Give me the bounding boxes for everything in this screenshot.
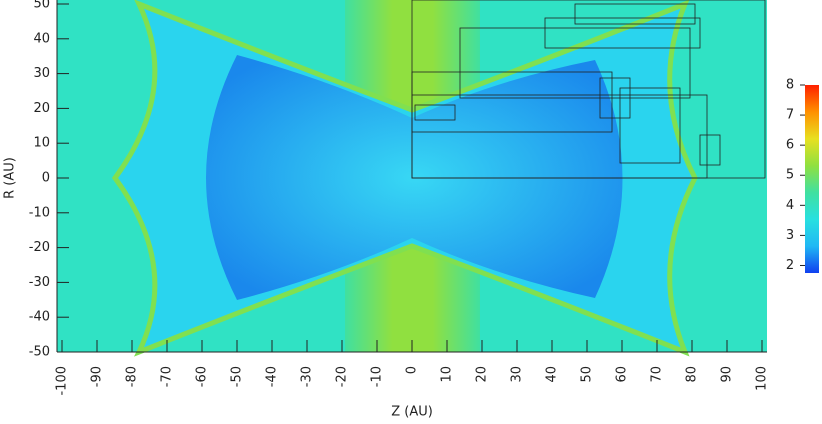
x-tick-label: -90 (90, 366, 105, 387)
x-tick-label: 0 (405, 366, 420, 374)
y-tick-label: 50 (33, 0, 50, 12)
colorbar-tick-label: 5 (786, 168, 794, 183)
y-tick-label: 0 (42, 171, 50, 186)
y-axis-label: R (AU) (3, 157, 18, 199)
x-tick-label: -20 (335, 366, 350, 387)
x-tick-label: -40 (265, 366, 280, 387)
colorbar-tick-label: 6 (786, 138, 794, 153)
colorbar-tick-label: 8 (786, 78, 794, 93)
x-tick-label: 90 (720, 366, 735, 383)
y-tick-label: 10 (33, 136, 50, 151)
y-tick-label: -30 (29, 275, 50, 290)
amr-mesh (411, 0, 766, 179)
y-tick-label: 40 (33, 31, 50, 46)
colorbar-tick-label: 3 (786, 228, 794, 243)
y-tick-label: -10 (29, 205, 50, 220)
x-tick-label: 60 (615, 366, 630, 383)
x-axis-label: Z (AU) (391, 405, 433, 420)
y-tick-label: -40 (29, 310, 50, 325)
x-tick-label: 20 (475, 366, 490, 383)
colorbar (805, 85, 819, 273)
colorbar-tick-label: 7 (786, 108, 794, 123)
colorbar-tick-label: 4 (786, 198, 794, 213)
x-tick-label: -50 (230, 366, 245, 387)
x-tick-label: 70 (650, 366, 665, 383)
x-tick-label: -60 (195, 366, 210, 387)
x-tick-label: -70 (160, 366, 175, 387)
x-tick-label: 30 (510, 366, 525, 383)
y-tick-label: -20 (29, 240, 50, 255)
x-tick-label: -30 (300, 366, 315, 387)
x-tick-label: 10 (440, 366, 455, 383)
colorbar-tick-label: 2 (786, 258, 794, 273)
x-tick-label: -100 (55, 366, 70, 396)
y-tick-label: -50 (29, 345, 50, 360)
x-tick-label: 50 (580, 366, 595, 383)
x-tick-label: 40 (545, 366, 560, 383)
x-tick-label: 80 (685, 366, 700, 383)
y-tick-label: 20 (33, 101, 50, 116)
x-tick-label: -80 (125, 366, 140, 387)
x-tick-label: -10 (370, 366, 385, 387)
y-tick-label: 30 (33, 66, 50, 81)
x-tick-label: 100 (755, 366, 770, 391)
